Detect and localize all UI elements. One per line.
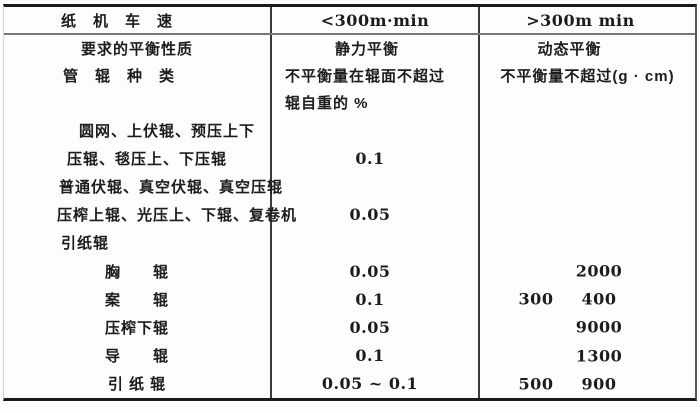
- table-row: 普通伏辊、真空伏辊、真空压辊: [4, 172, 695, 201]
- header-speed-under-300: <300m·min: [272, 7, 480, 33]
- table-row: 压榨上辊、光压上、下辊、复卷机 0.05: [4, 200, 695, 229]
- mid-value: [272, 116, 480, 145]
- mid-value: [272, 228, 480, 257]
- roller-type-label: 管 辊 种 类: [4, 62, 272, 89]
- right-values: [480, 116, 695, 144]
- row-label: 圆网、上伏辊、预压上下: [4, 116, 272, 145]
- table-row: 引 纸 辊 0.05 ~ 0.1 500 900: [4, 369, 695, 398]
- right-values: [480, 229, 695, 257]
- right-value-2: 2000: [575, 261, 623, 281]
- balance-type-row: 要求的平衡性质 静力平衡 动态平衡: [4, 35, 695, 62]
- row-label: 压辊、毯压上、下压辊: [4, 144, 272, 173]
- right-value-1: 500: [518, 374, 554, 394]
- table-header-row: 纸 机 车 速 <300m·min >300m min: [4, 7, 695, 35]
- row-label: 案 辊: [4, 285, 272, 314]
- right-values: [480, 172, 695, 200]
- mid-value: 0.1: [272, 144, 480, 173]
- right-value-2: 1300: [575, 346, 623, 366]
- right-values: 300 400: [480, 285, 695, 313]
- mid-value: [272, 172, 480, 201]
- table-row: 引纸辊: [4, 228, 695, 257]
- right-values: 9000: [480, 313, 695, 341]
- dynamic-balance-label: 动态平衡: [537, 41, 602, 58]
- row-label: 引 纸 辊: [4, 369, 272, 398]
- roller-balance-table: 纸 机 车 速 <300m·min >300m min 要求的平衡性质 静力平衡…: [3, 4, 697, 401]
- row-label: 压榨上辊、光压上、下辊、复卷机: [4, 200, 296, 229]
- header-machine-speed: 纸 机 车 速: [4, 7, 272, 33]
- mid-value: 0.05: [272, 200, 480, 229]
- table-row: 压辊、毯压上、下压辊 0.1: [4, 144, 695, 173]
- table-row: 圆网、上伏辊、预压上下: [4, 116, 695, 145]
- right-value-2: 9000: [575, 317, 623, 337]
- dynamic-tolerance-desc: 不平衡量不超过(g · cm): [500, 68, 675, 85]
- header-speed-over-300: >300m min: [526, 10, 635, 30]
- table-row: 胸 辊 0.05 2000: [4, 256, 695, 286]
- right-values: 2000: [480, 257, 695, 285]
- balance-requirement-label: 要求的平衡性质: [4, 35, 272, 62]
- mid-value: 0.1: [272, 341, 480, 370]
- mid-value: 0.05 ~ 0.1: [272, 369, 480, 398]
- static-tolerance-desc-line1: 不平衡量在辊面不超过: [272, 62, 480, 89]
- row-label: 压榨下辊: [4, 313, 272, 342]
- right-value-2: 900: [581, 374, 617, 394]
- tolerance-desc-row-1: 管 辊 种 类 不平衡量在辊面不超过 不平衡量不超过(g · cm): [4, 62, 695, 89]
- row-label: 导 辊: [4, 341, 272, 370]
- right-value-1: 300: [518, 289, 554, 309]
- right-values: [480, 144, 695, 172]
- row-label: 胸 辊: [4, 256, 272, 286]
- static-balance-label: 静力平衡: [272, 35, 480, 62]
- table-row: 案 辊 0.1 300 400: [4, 285, 695, 314]
- right-values: 1300: [480, 342, 695, 370]
- row-label: 引纸辊: [4, 228, 272, 257]
- empty-cell: [480, 89, 695, 116]
- mid-value: 0.05: [272, 256, 480, 286]
- right-value-2: 400: [581, 289, 617, 309]
- right-values: [480, 201, 695, 229]
- mid-value: 0.05: [272, 313, 480, 342]
- row-label: 普通伏辊、真空伏辊、真空压辊: [4, 172, 282, 201]
- right-values: 500 900: [480, 370, 695, 398]
- table-row: 压榨下辊 0.05 9000: [4, 313, 695, 342]
- tolerance-desc-row-2: 辊自重的 %: [4, 89, 695, 116]
- static-tolerance-desc-line2: 辊自重的 %: [272, 89, 480, 116]
- table-row: 导 辊 0.1 1300: [4, 341, 695, 370]
- mid-value: 0.1: [272, 285, 480, 314]
- empty-cell: [4, 89, 272, 116]
